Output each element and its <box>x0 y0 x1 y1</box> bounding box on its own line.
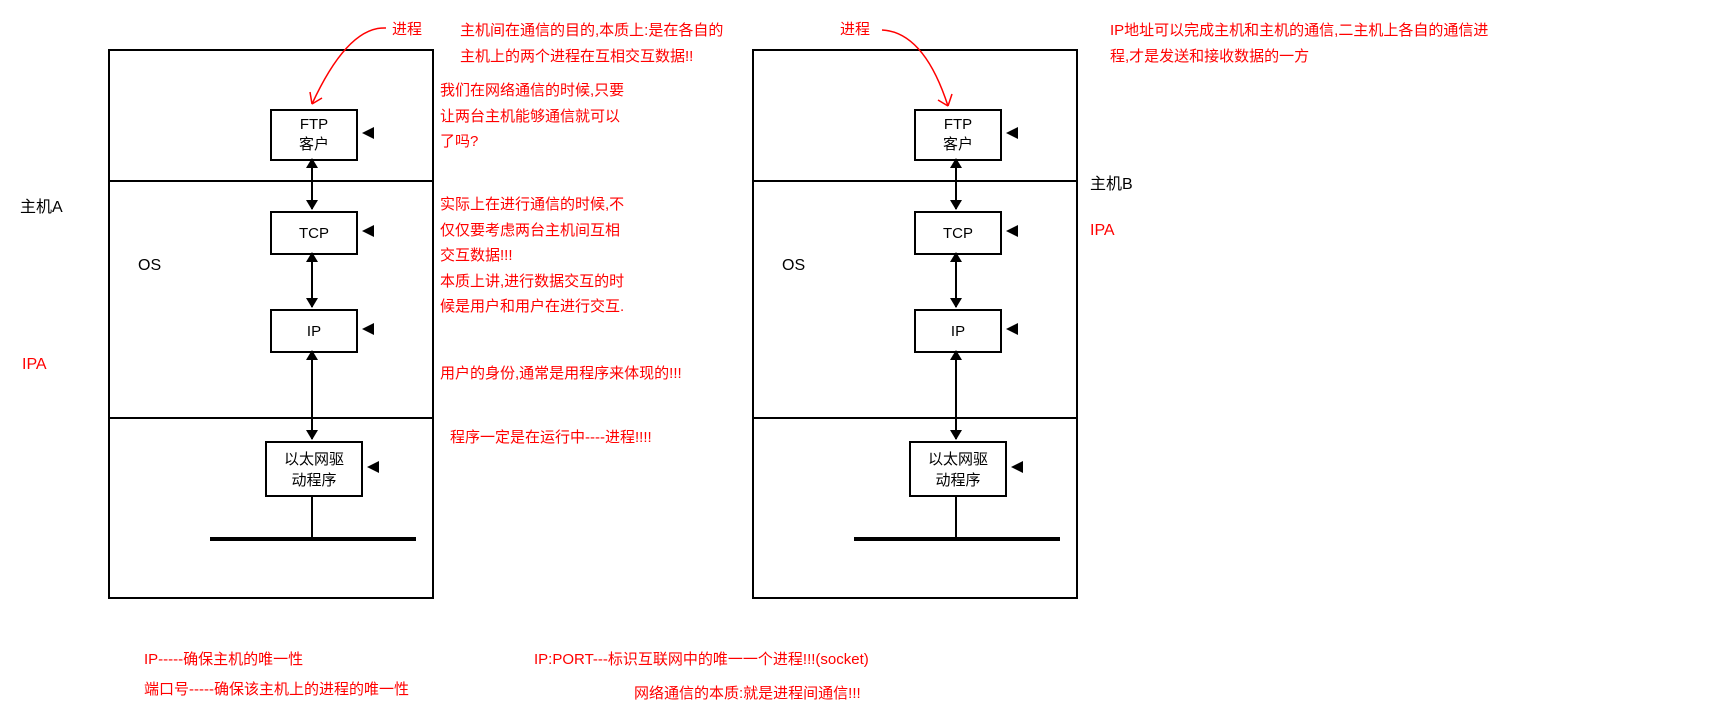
host-b-eth-line2: 动程序 <box>935 469 980 490</box>
host-a-tcp-tri-icon <box>362 225 374 237</box>
host-b-process-arrow-icon <box>878 14 978 114</box>
host-b-arrow-ftp-tcp <box>955 159 957 209</box>
host-a-divider-2 <box>110 417 432 419</box>
host-a-ftp-tri-icon <box>362 127 374 139</box>
annot-block-1-l1: 主机间在通信的目的,本质上:是在各自的 <box>460 18 723 44</box>
host-a-ip-tri-icon <box>362 323 374 335</box>
host-a-eth-line1: 以太网驱 <box>284 448 344 469</box>
host-b-baseline <box>854 537 1060 541</box>
host-b-eth-stem <box>955 495 957 537</box>
host-b-eth-tri-icon <box>1011 461 1023 473</box>
host-a-os-label: OS <box>138 253 161 279</box>
host-a-ftp-line1: FTP <box>300 116 328 133</box>
annot-block-2-l2: 让两台主机能够通信就可以 <box>440 104 624 130</box>
host-a-ftp-node: FTP 客户 <box>270 109 358 161</box>
host-a-tcp-label: TCP <box>299 225 329 242</box>
host-b-title: 主机B <box>1090 172 1133 198</box>
host-a-ftp-line2: 客户 <box>299 133 329 154</box>
host-b-ip-tri-icon <box>1006 323 1018 335</box>
host-a-arrow-ftp-tcp <box>311 159 313 209</box>
host-a-arrow-ip-eth <box>311 351 313 439</box>
host-b-arrow-tcp-ip <box>955 253 957 307</box>
annot-block-2-l1: 我们在网络通信的时候,只要 <box>440 78 624 104</box>
host-a-ip-node: IP <box>270 309 358 353</box>
annot-block-right-l1: IP地址可以完成主机和主机的通信,二主机上各自的通信进 <box>1110 18 1488 44</box>
host-a-divider-1 <box>110 180 432 182</box>
annot-block-3: 实际上在进行通信的时候,不 仅仅要考虑两台主机间互相 交互数据!!! 本质上讲,… <box>440 192 624 320</box>
host-a-tcp-node: TCP <box>270 211 358 255</box>
host-b-eth-node: 以太网驱 动程序 <box>909 441 1007 497</box>
annot-block-3-l3: 交互数据!!! <box>440 243 624 269</box>
footer-essence: 网络通信的本质:就是进程间通信!!! <box>634 682 861 706</box>
annot-block-3-l2: 仅仅要考虑两台主机间互相 <box>440 218 624 244</box>
host-a-baseline <box>210 537 416 541</box>
host-b-process-label: 进程 <box>840 18 870 42</box>
host-b-tcp-label: TCP <box>943 225 973 242</box>
host-a-eth-line2: 动程序 <box>291 469 336 490</box>
footer-ip: IP-----确保主机的唯一性 <box>144 648 303 672</box>
host-a-eth-node: 以太网驱 动程序 <box>265 441 363 497</box>
annot-block-4: 用户的身份,通常是用程序来体现的!!! <box>440 362 682 386</box>
host-a-container: FTP 客户 TCP IP 以太网驱 动程序 <box>108 49 434 599</box>
host-a-ip-label: IP <box>307 323 321 340</box>
annot-block-right-l2: 程,才是发送和接收数据的一方 <box>1110 44 1488 70</box>
host-b-os-label: OS <box>782 253 805 279</box>
host-b-tcp-node: TCP <box>914 211 1002 255</box>
host-b-ftp-tri-icon <box>1006 127 1018 139</box>
host-b-ftp-node: FTP 客户 <box>914 109 1002 161</box>
host-a-eth-tri-icon <box>367 461 379 473</box>
host-b-divider-1 <box>754 180 1076 182</box>
host-b-container: FTP 客户 TCP IP 以太网驱 动程序 <box>752 49 1078 599</box>
annot-block-right: IP地址可以完成主机和主机的通信,二主机上各自的通信进 程,才是发送和接收数据的… <box>1110 18 1488 69</box>
host-a-eth-stem <box>311 495 313 537</box>
annot-block-5: 程序一定是在运行中----进程!!!! <box>450 426 652 450</box>
annot-block-2: 我们在网络通信的时候,只要 让两台主机能够通信就可以 了吗? <box>440 78 624 155</box>
annot-block-3-l1: 实际上在进行通信的时候,不 <box>440 192 624 218</box>
annot-block-1-l2: 主机上的两个进程在互相交互数据!! <box>460 44 723 70</box>
host-b-ipa-label: IPA <box>1090 218 1115 244</box>
host-a-ipa-label: IPA <box>22 352 47 378</box>
host-b-arrow-ip-eth <box>955 351 957 439</box>
host-a-title: 主机A <box>20 195 63 221</box>
host-a-process-label: 进程 <box>392 18 422 42</box>
host-b-ip-label: IP <box>951 323 965 340</box>
host-b-tcp-tri-icon <box>1006 225 1018 237</box>
host-b-eth-line1: 以太网驱 <box>928 448 988 469</box>
host-b-ftp-line1: FTP <box>944 116 972 133</box>
host-b-ftp-line2: 客户 <box>943 133 973 154</box>
annot-block-3-l4: 本质上讲,进行数据交互的时 <box>440 269 624 295</box>
host-a-arrow-tcp-ip <box>311 253 313 307</box>
annot-block-2-l3: 了吗? <box>440 129 624 155</box>
annot-block-1: 主机间在通信的目的,本质上:是在各自的 主机上的两个进程在互相交互数据!! <box>460 18 723 69</box>
annot-block-3-l5: 候是用户和用户在进行交互. <box>440 294 624 320</box>
host-b-divider-2 <box>754 417 1076 419</box>
footer-socket: IP:PORT---标识互联网中的唯一一个进程!!!(socket) <box>534 648 869 672</box>
footer-port: 端口号-----确保该主机上的进程的唯一性 <box>144 678 409 702</box>
host-b-ip-node: IP <box>914 309 1002 353</box>
